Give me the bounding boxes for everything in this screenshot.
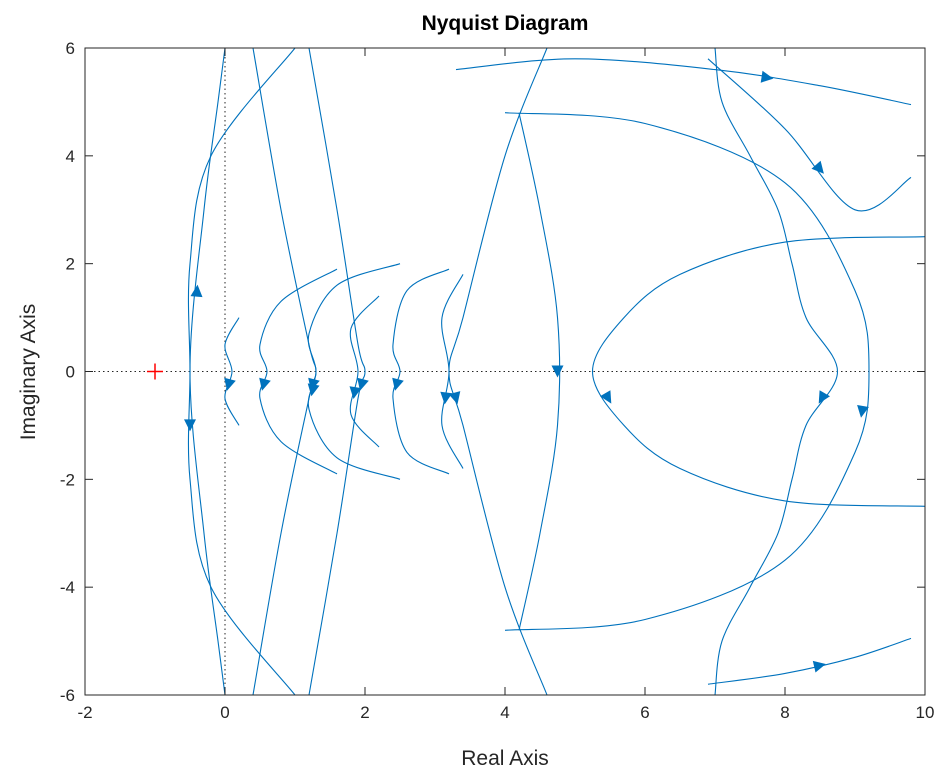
direction-arrow-9 <box>811 160 824 174</box>
direction-arrow-15 <box>349 386 362 399</box>
nyquist-curve-2 <box>714 48 839 695</box>
nyquist-curve-17 <box>308 48 366 695</box>
direction-arrow-10 <box>392 377 404 391</box>
direction-arrow-14 <box>440 391 453 405</box>
direction-arrow-18 <box>448 391 461 405</box>
y-tick-label: -4 <box>60 578 75 597</box>
direction-arrow-3 <box>600 390 612 404</box>
direction-arrow-1 <box>190 284 203 298</box>
nyquist-curve-11 <box>224 317 240 426</box>
x-tick-label: 10 <box>916 703 935 722</box>
x-tick-label: 2 <box>360 703 369 722</box>
chart-title: Nyquist Diagram <box>422 12 589 35</box>
direction-arrow-17 <box>357 377 369 391</box>
series-group <box>184 48 925 695</box>
y-tick-label: -2 <box>60 470 75 489</box>
direction-arrow-16 <box>308 377 320 391</box>
direction-arrow-5 <box>857 405 869 418</box>
y-tick-label: 4 <box>66 147 75 166</box>
x-tick-label: 8 <box>780 703 789 722</box>
nyquist-curve-12 <box>259 268 338 475</box>
direction-arrow-8 <box>812 660 826 673</box>
y-tick-label: 2 <box>66 255 75 274</box>
x-axis-label: Real Axis <box>461 747 549 770</box>
x-tick-label: -2 <box>77 703 92 722</box>
direction-arrow-2 <box>818 390 830 404</box>
y-tick-label: 6 <box>66 39 75 58</box>
nyquist-curve-4 <box>187 48 296 695</box>
nyquist-curve-18 <box>448 48 548 695</box>
direction-arrow-12 <box>259 377 271 391</box>
nyquist-curve-10 <box>392 268 450 475</box>
y-tick-label: -6 <box>60 686 75 705</box>
plot-area: -2 0 2 4 6 8 10 -6 -4 -2 0 2 4 6 <box>60 39 935 722</box>
x-tick-label: 0 <box>220 703 229 722</box>
x-tick-label: 6 <box>640 703 649 722</box>
nyquist-curve-5 <box>504 112 870 631</box>
x-tick-label: 4 <box>500 703 509 722</box>
nyquist-curve-6 <box>455 58 912 106</box>
nyquist-curve-3 <box>591 236 925 507</box>
y-tick-label: 0 <box>66 363 75 382</box>
y-axis-label: Imaginary Axis <box>17 304 40 441</box>
direction-arrow-7 <box>551 365 564 378</box>
critical-point-marker <box>147 363 163 380</box>
direction-arrow-4 <box>184 419 196 432</box>
nyquist-curve-16 <box>252 48 317 695</box>
direction-arrow-11 <box>224 377 236 391</box>
direction-arrow-6 <box>760 70 774 83</box>
nyquist-curve-15 <box>349 295 380 448</box>
